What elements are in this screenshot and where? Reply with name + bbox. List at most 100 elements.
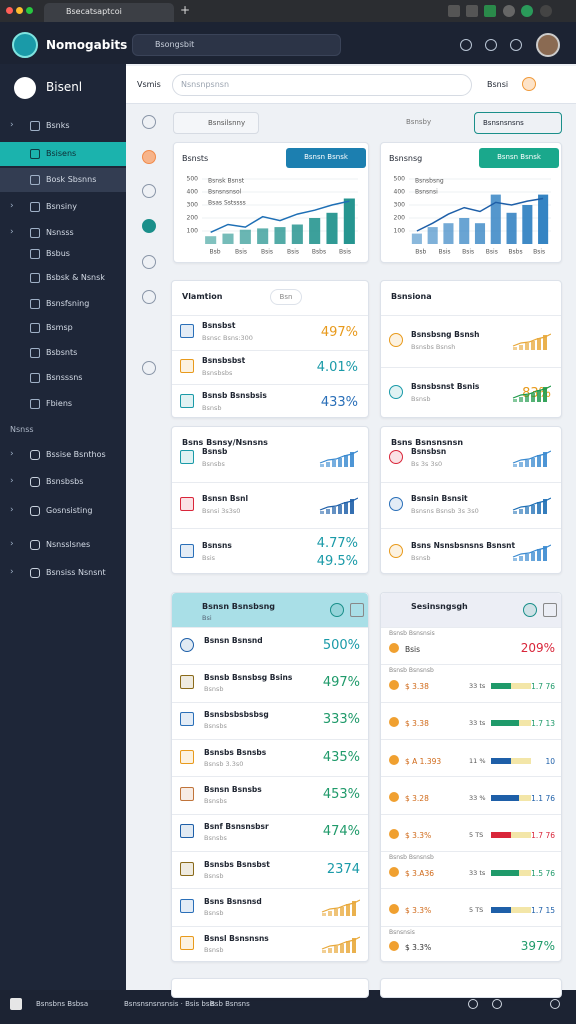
row-mid: 5 TS [469,906,484,914]
filter-button[interactable]: Bsnsnsnsns [474,112,562,134]
browser-icon[interactable] [466,5,478,17]
nav-icon [30,450,40,460]
spark-bar [519,462,523,468]
badge[interactable] [522,77,536,91]
filter-chip[interactable]: Bsnsilsnny [173,112,259,134]
header-icon[interactable] [510,39,522,51]
spark-bar [513,464,517,468]
header-icon[interactable] [460,39,472,51]
panel-title: Sesinsngsgh [411,602,468,611]
rail-icon[interactable] [142,290,156,304]
nav-item[interactable]: Bsnsfsning [0,292,126,316]
card-chip[interactable]: Bsn [270,289,302,305]
rail-icon[interactable] [142,150,156,164]
nav-item[interactable]: › Bsnsiny [0,195,126,219]
browser-icon[interactable] [540,5,552,17]
divider [172,627,368,628]
nav-label: Bosk Sbsnns [46,175,97,184]
toolbar-action[interactable]: Bsnsi [487,80,509,89]
divider [172,701,368,703]
nav-item[interactable]: Bsbus [0,242,126,266]
status-icon[interactable] [468,999,478,1009]
divider [172,315,368,316]
chart-card: Bsnsnsg Bsnsn Bsnsk 100 200 300 400 500 Bsnsbsn… [380,142,562,263]
browser-icon[interactable] [503,5,515,17]
sparkline [321,899,360,916]
row-sub: Bsnsb Bsnsnsb [389,854,434,861]
row-title: Bsnsn Bsnsnd [204,635,263,645]
coin [389,829,399,840]
bar-fill [491,683,511,689]
divider [172,813,368,815]
bar [222,233,234,244]
nav-item[interactable]: Bsnsssns [0,366,126,390]
rail-icon[interactable] [142,115,156,129]
divider [172,888,368,890]
rail-icon[interactable] [142,361,156,375]
avatar[interactable] [536,33,560,57]
x-tick-label: Bsis [261,249,273,256]
rail-icon[interactable] [142,184,156,198]
nav-item[interactable]: Bsbsnts [0,341,126,365]
spark-line [319,497,358,511]
y-tick-label: 500 [187,176,199,183]
nav-item[interactable]: Bosk Sbsnns [0,168,126,192]
header-icon[interactable] [485,39,497,51]
icon [180,712,194,727]
status-icon[interactable] [550,999,560,1009]
spark-bar [525,395,529,402]
nav-item[interactable]: Bsisens [0,142,126,166]
nav-icon [30,540,40,550]
nav-item[interactable]: › Nsnsslsnes [0,533,126,557]
spark-bar [543,499,547,514]
browser-icon[interactable] [521,5,533,17]
info-card: Vlamtion Bsn Bsnsbst Bsnsc Bsns:300 497% Bsns… [171,280,369,418]
nav-item[interactable]: › Bsnsbsbs [0,470,126,494]
panel-title: Bsnsn Bsnsbsng [202,602,276,611]
search-box[interactable]: Bsongsbit [132,34,341,56]
row-label: $ 3.38 [405,682,429,691]
bar [538,194,549,244]
chevron: › [10,476,14,486]
status-text[interactable]: Bsnsbns Bsbsa [36,1000,89,1008]
nav-label: Bsnks [46,121,70,130]
status-text[interactable]: Bsb Bsnsns [210,1000,250,1008]
nav-icon [30,202,40,212]
new-tab[interactable]: + [180,3,191,17]
nav-item[interactable]: › Bssise Bsnthos [0,443,126,467]
bar [427,227,438,244]
spark-bar [519,397,523,402]
chart-button[interactable]: Bsnsn Bsnsk [286,148,366,168]
coin [389,680,399,690]
x-tick-label: Bsbs [508,249,522,256]
status-icon[interactable] [492,999,502,1009]
divider [172,925,368,927]
nav-item[interactable]: Bsmsp [0,316,126,340]
rail-icon[interactable] [142,219,156,233]
icon [543,603,557,617]
nav-section: Nsnss [10,425,34,434]
rail-icon[interactable] [142,255,156,269]
browser-icon[interactable] [484,5,496,17]
nav-item[interactable]: Fbiens [0,392,126,416]
divider [381,739,561,740]
nav-item[interactable]: Bsbsk & Nsnsk [0,266,126,290]
sparkline [319,497,358,514]
row-label: $ 3.38 [405,719,429,729]
nav-item[interactable]: › Gosnsisting [0,499,126,523]
row-value: 497% [320,325,358,341]
spark-bar [350,452,354,468]
home-icon[interactable] [10,998,22,1010]
legend-entry: Bsnsbsng [415,178,444,185]
chart-button[interactable]: Bsnsn Bsnsk [479,148,559,168]
row-value: 435% [322,749,360,765]
nav-item[interactable]: › Bsnsiss Nsnsnt [0,561,126,585]
status-text[interactable]: Bsnsnsnsnsnsis · Bsis bsis [124,1000,216,1008]
filter-label: Bsnsby [406,118,432,126]
browser-tab[interactable]: Bsecatsaptcoi [44,3,174,22]
browser-icon[interactable] [448,5,460,17]
toolbar-search[interactable]: Nsnsnpsnsn [172,74,472,96]
spark-bar [338,505,342,514]
nav-item[interactable]: › Nsnsss [0,221,126,245]
nav-item[interactable]: › Bsnks [0,114,126,138]
